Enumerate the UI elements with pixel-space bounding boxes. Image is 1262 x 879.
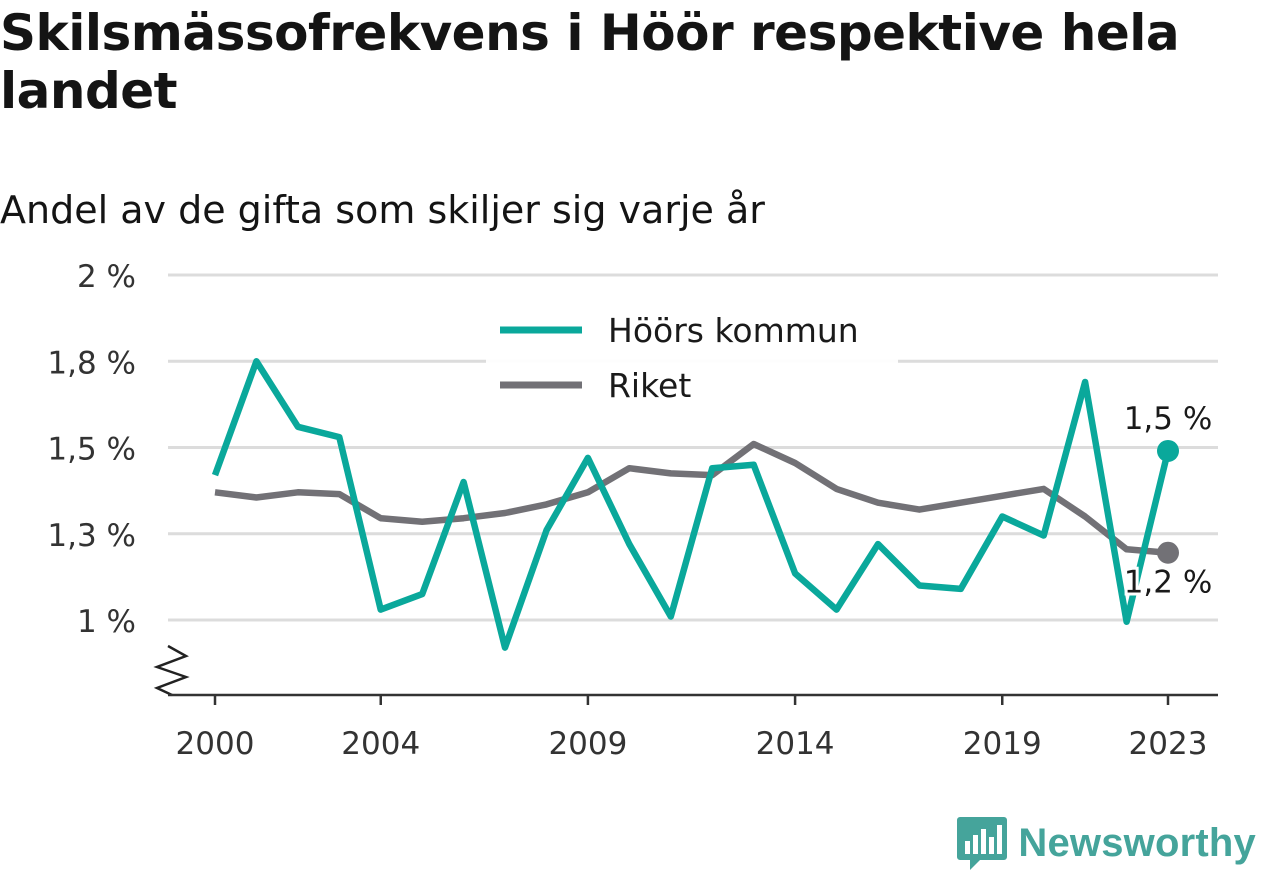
- y-axis: 1 % 1,3 % 1,5 % 1,8 % 2 %: [47, 259, 190, 697]
- end-point-riket: [1157, 541, 1179, 564]
- x-tick-label: 2009: [548, 726, 627, 762]
- page-subtitle: Andel av de gifta som skiljer sig varje …: [0, 188, 765, 232]
- legend-label: Höörs kommun: [608, 311, 859, 350]
- x-tick-label: 2000: [176, 726, 255, 762]
- x-tick-label: 2023: [1129, 726, 1208, 762]
- legend: Höörs kommun Riket: [486, 306, 898, 412]
- y-tick-label: 1 %: [77, 604, 136, 640]
- bar-chart-speech-bubble-icon: [957, 817, 1008, 870]
- page-title: Skilsmässofrekvens i Höör respektive hel…: [0, 4, 1180, 120]
- series-line-hoor: [211, 358, 1172, 651]
- x-axis: 2000 2004 2009 2014 2019 2023: [168, 693, 1218, 762]
- series-line-riket: [214, 440, 1169, 556]
- x-tick-label: 2019: [963, 726, 1042, 762]
- newsworthy-logo: Newsworthy: [956, 815, 1256, 871]
- end-label-riket: 1,2 %: [1124, 565, 1213, 601]
- y-tick-label: 1,5 %: [47, 432, 136, 468]
- y-tick-label: 2 %: [77, 259, 136, 295]
- legend-background: [486, 306, 898, 412]
- end-labels: 1,5 % 1,2 %: [1121, 398, 1216, 604]
- end-point-hoor: [1157, 439, 1179, 462]
- end-label-hoor: 1,5 %: [1124, 401, 1213, 437]
- x-tick-label: 2004: [341, 726, 420, 762]
- brand-name: Newsworthy: [1018, 820, 1256, 865]
- series-lines: [211, 358, 1179, 651]
- legend-label: Riket: [608, 366, 691, 405]
- y-tick-label: 1,3 %: [47, 518, 136, 554]
- y-tick-label: 1,8 %: [47, 345, 136, 381]
- axis-break-icon: [153, 644, 190, 697]
- x-tick-label: 2014: [756, 726, 835, 762]
